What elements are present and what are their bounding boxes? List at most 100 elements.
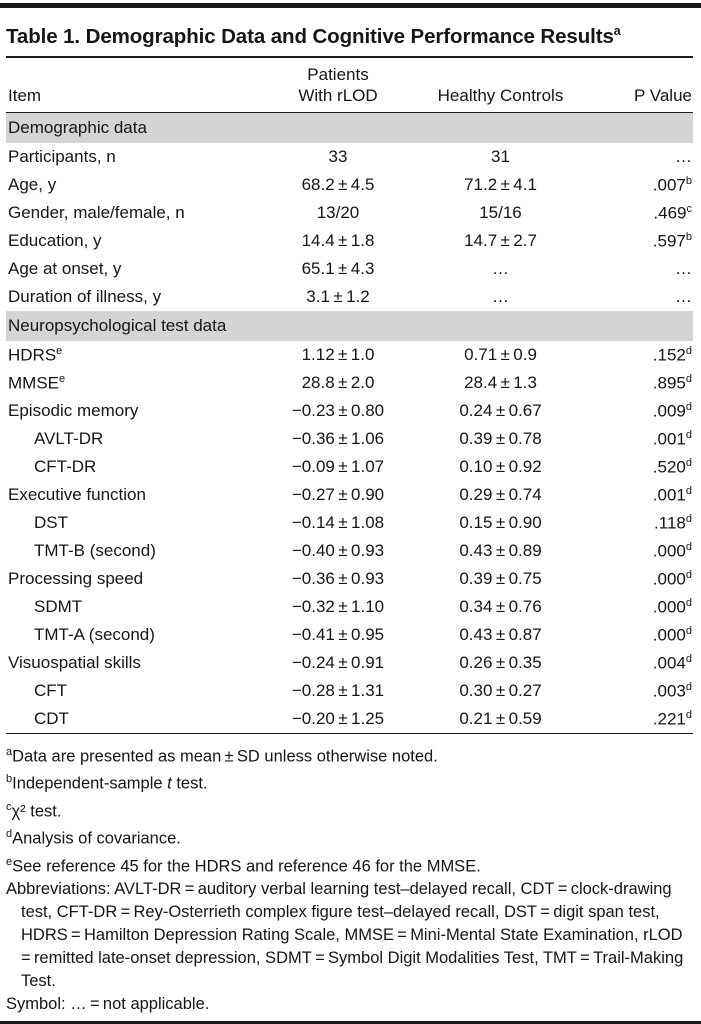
pvalue-text: .000 (652, 625, 686, 645)
cell-patients: −0.40 ± 0.93 (291, 540, 385, 560)
cell-controls: … (492, 258, 509, 278)
footnote-b-text-end: test. (171, 774, 208, 793)
cell-controls: 28.4 ± 1.3 (464, 372, 537, 392)
cell-patients: −0.41 ± 0.95 (291, 624, 385, 644)
pvalue-superscript: b (685, 230, 692, 243)
pvalue-superscript: d (685, 428, 692, 441)
cell-controls: 0.10 ± 0.92 (459, 456, 542, 476)
cell-pvalue: .003d (593, 681, 693, 702)
footnote-e: eSee reference 45 for the HDRS and refer… (6, 851, 693, 879)
footnote-b-italic: t (167, 774, 172, 793)
pvalue-superscript: b (685, 174, 692, 187)
cell-controls: 0.30 ± 0.27 (459, 680, 542, 700)
pvalue-text: .000 (652, 541, 686, 561)
footnote-e-marker: e (6, 855, 13, 868)
cell-controls: 0.15 ± 0.90 (459, 512, 542, 532)
cell-controls: 0.29 ± 0.74 (459, 484, 542, 504)
pvalue-text: .000 (652, 569, 686, 589)
cell-patients: −0.36 ± 0.93 (291, 568, 385, 588)
pvalue-text: .597 (652, 231, 686, 251)
table-row: Duration of illness, y 3.1 ± 1.2 … … (6, 283, 693, 311)
pvalue-superscript: d (685, 540, 692, 553)
cell-pvalue: .009d (593, 401, 693, 422)
pvalue-superscript: d (685, 344, 692, 357)
cell-pvalue: .895d (593, 373, 693, 394)
cell-patients: 28.8 ± 2.0 (301, 372, 375, 392)
cell-controls: 0.43 ± 0.87 (459, 624, 542, 644)
footnote-b-text: Independent-sample (12, 774, 168, 793)
pvalue-text: .004 (652, 653, 686, 673)
cell-item: Age, y (8, 174, 57, 194)
table-row: MMSEe 28.8 ± 2.0 28.4 ± 1.3 .895d (6, 369, 693, 397)
footnote-a-text: Data are presented as mean ± SD unless o… (12, 747, 438, 766)
cell-item: Executive function (8, 484, 146, 504)
pvalue-text: .895 (652, 373, 686, 393)
cell-patients: −0.09 ± 1.07 (291, 456, 385, 476)
cell-patients: −0.20 ± 1.25 (291, 708, 385, 728)
cell-controls: 0.34 ± 0.76 (459, 596, 542, 616)
footnote-d: dAnalysis of covariance. (6, 823, 693, 851)
table-header-row: Item Patients With rLOD Healthy Controls… (6, 58, 693, 113)
cell-controls: 0.39 ± 0.75 (459, 568, 542, 588)
table-row: Executive function −0.27 ± 0.90 0.29 ± 0… (6, 481, 693, 509)
footnote-abbreviations: Abbreviations: AVLT-DR = auditory verbal… (6, 880, 686, 991)
pvalue-superscript: d (685, 484, 692, 497)
table-row: Participants, n 33 31 … (6, 143, 693, 171)
cell-controls: 14.7 ± 2.7 (464, 230, 537, 250)
pvalue-superscript: d (685, 456, 692, 469)
cell-item: CDT (34, 708, 69, 728)
cell-pvalue: .000d (593, 597, 693, 618)
pvalue-superscript: d (685, 652, 692, 665)
title-divider (6, 55, 693, 58)
cell-item: Education, y (8, 230, 102, 250)
cell-pvalue: .001d (593, 429, 693, 450)
cell-patients: 1.12 ± 1.0 (301, 344, 375, 364)
cell-pvalue: … (675, 258, 692, 278)
cell-patients: 65.1 ± 4.3 (301, 258, 375, 278)
cell-pvalue: .520d (593, 457, 693, 478)
pvalue-superscript: d (685, 624, 692, 637)
item-superscript: e (56, 344, 63, 357)
cell-controls: … (492, 286, 509, 306)
table-page: Table 1. Demographic Data and Cognitive … (0, 3, 701, 1024)
section-row-neuropsych: Neuropsychological test data (6, 310, 693, 341)
cell-controls: 71.2 ± 4.1 (464, 174, 537, 194)
cell-item: TMT-B (second) (34, 540, 156, 560)
footnote-e-text: See reference 45 for the HDRS and refere… (12, 857, 481, 876)
footnote-d-text: Analysis of covariance. (12, 829, 181, 848)
footnote-c: cχ² test. (6, 796, 693, 824)
pvalue-superscript: c (686, 202, 693, 215)
cell-patients: 33 (328, 146, 348, 166)
cell-controls: 0.21 ± 0.59 (459, 708, 542, 728)
pvalue-text: .000 (652, 597, 686, 617)
pvalue-text: .520 (652, 457, 686, 477)
footnote-a-marker: a (6, 745, 13, 758)
footnotes: aData are presented as mean ± SD unless … (6, 734, 693, 1017)
pvalue-text: .003 (652, 681, 686, 701)
pvalue-text: .007 (652, 175, 686, 195)
pvalue-superscript: d (685, 568, 692, 581)
cell-pvalue: .007b (593, 175, 693, 196)
cell-pvalue: .221d (593, 709, 693, 730)
footnote-b-marker: b (6, 773, 13, 786)
cell-patients: 3.1 ± 1.2 (306, 286, 370, 306)
cell-patients: −0.14 ± 1.08 (291, 512, 385, 532)
cell-patients: −0.28 ± 1.31 (291, 680, 385, 700)
footnote-c-marker: c (6, 800, 12, 813)
body-divider (6, 732, 693, 734)
cell-patients: 13/20 (316, 202, 360, 222)
pvalue-superscript: d (685, 400, 692, 413)
table-row: Episodic memory −0.23 ± 0.80 0.24 ± 0.67… (6, 397, 693, 425)
footnote-d-marker: d (6, 828, 13, 841)
cell-item: AVLT-DR (34, 428, 104, 448)
cell-patients: −0.32 ± 1.10 (291, 596, 385, 616)
pvalue-superscript: d (685, 372, 692, 385)
cell-pvalue: .118d (593, 513, 693, 534)
item-superscript: e (59, 372, 66, 385)
pvalue-superscript: d (685, 512, 692, 525)
cell-item: TMT-A (second) (34, 624, 155, 644)
cell-pvalue: .001d (593, 485, 693, 506)
cell-item: SDMT (34, 596, 83, 616)
cell-item: Episodic memory (8, 400, 139, 420)
table-body: Demographic data Participants, n 33 31 …… (6, 112, 693, 733)
